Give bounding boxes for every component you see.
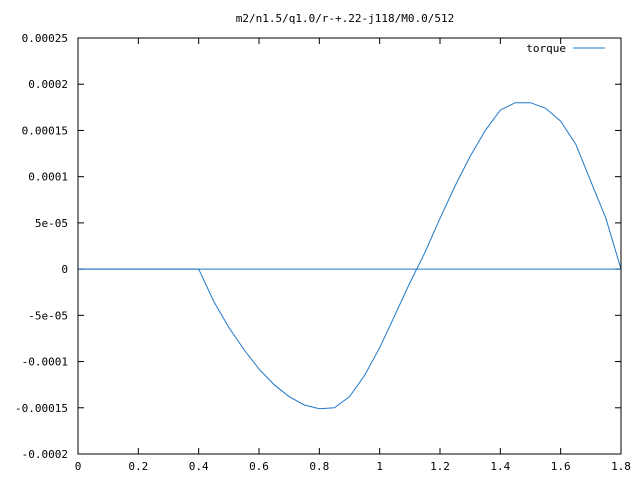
chart-title: m2/n1.5/q1.0/r-+.22-j118/M0.0/512 [236,12,455,25]
y-axis-ticks: -0.0002 -0.00015 -0.0001 -5e-05 0 5e-05 0.0001… [15,32,621,461]
series-line-torque [78,102,622,410]
y-tick-label: 0 [61,263,68,276]
x-tick-label: 0 [75,460,82,473]
y-tick-label: 0.00015 [22,124,68,137]
y-tick-label: 0.0002 [28,78,68,91]
x-tick-label: 0.4 [189,460,209,473]
y-tick-label: -0.00015 [15,402,68,415]
x-tick-label: 1.6 [551,460,571,473]
y-tick-label: 0.0001 [28,171,68,184]
x-tick-label: 0.6 [249,460,269,473]
plot-frame [77,37,622,455]
x-tick-label: 1 [376,460,383,473]
x-tick-label: 0.8 [309,460,329,473]
x-tick-label: 1.8 [611,460,631,473]
y-tick-label: 5e-05 [35,217,68,230]
x-tick-label: 1.2 [430,460,450,473]
x-tick-label: 1.4 [490,460,510,473]
y-tick-label: -5e-05 [28,309,68,322]
y-tick-label: -0.0002 [22,448,68,461]
legend: torque [526,42,605,55]
legend-label-torque: torque [526,42,566,55]
x-tick-label: 0.2 [128,460,148,473]
y-tick-label: 0.00025 [22,32,68,45]
x-axis-ticks: 0 0.2 0.4 0.6 0.8 1 1.2 1.4 1.6 1.8 [75,38,631,473]
y-tick-label: -0.0001 [22,356,68,369]
